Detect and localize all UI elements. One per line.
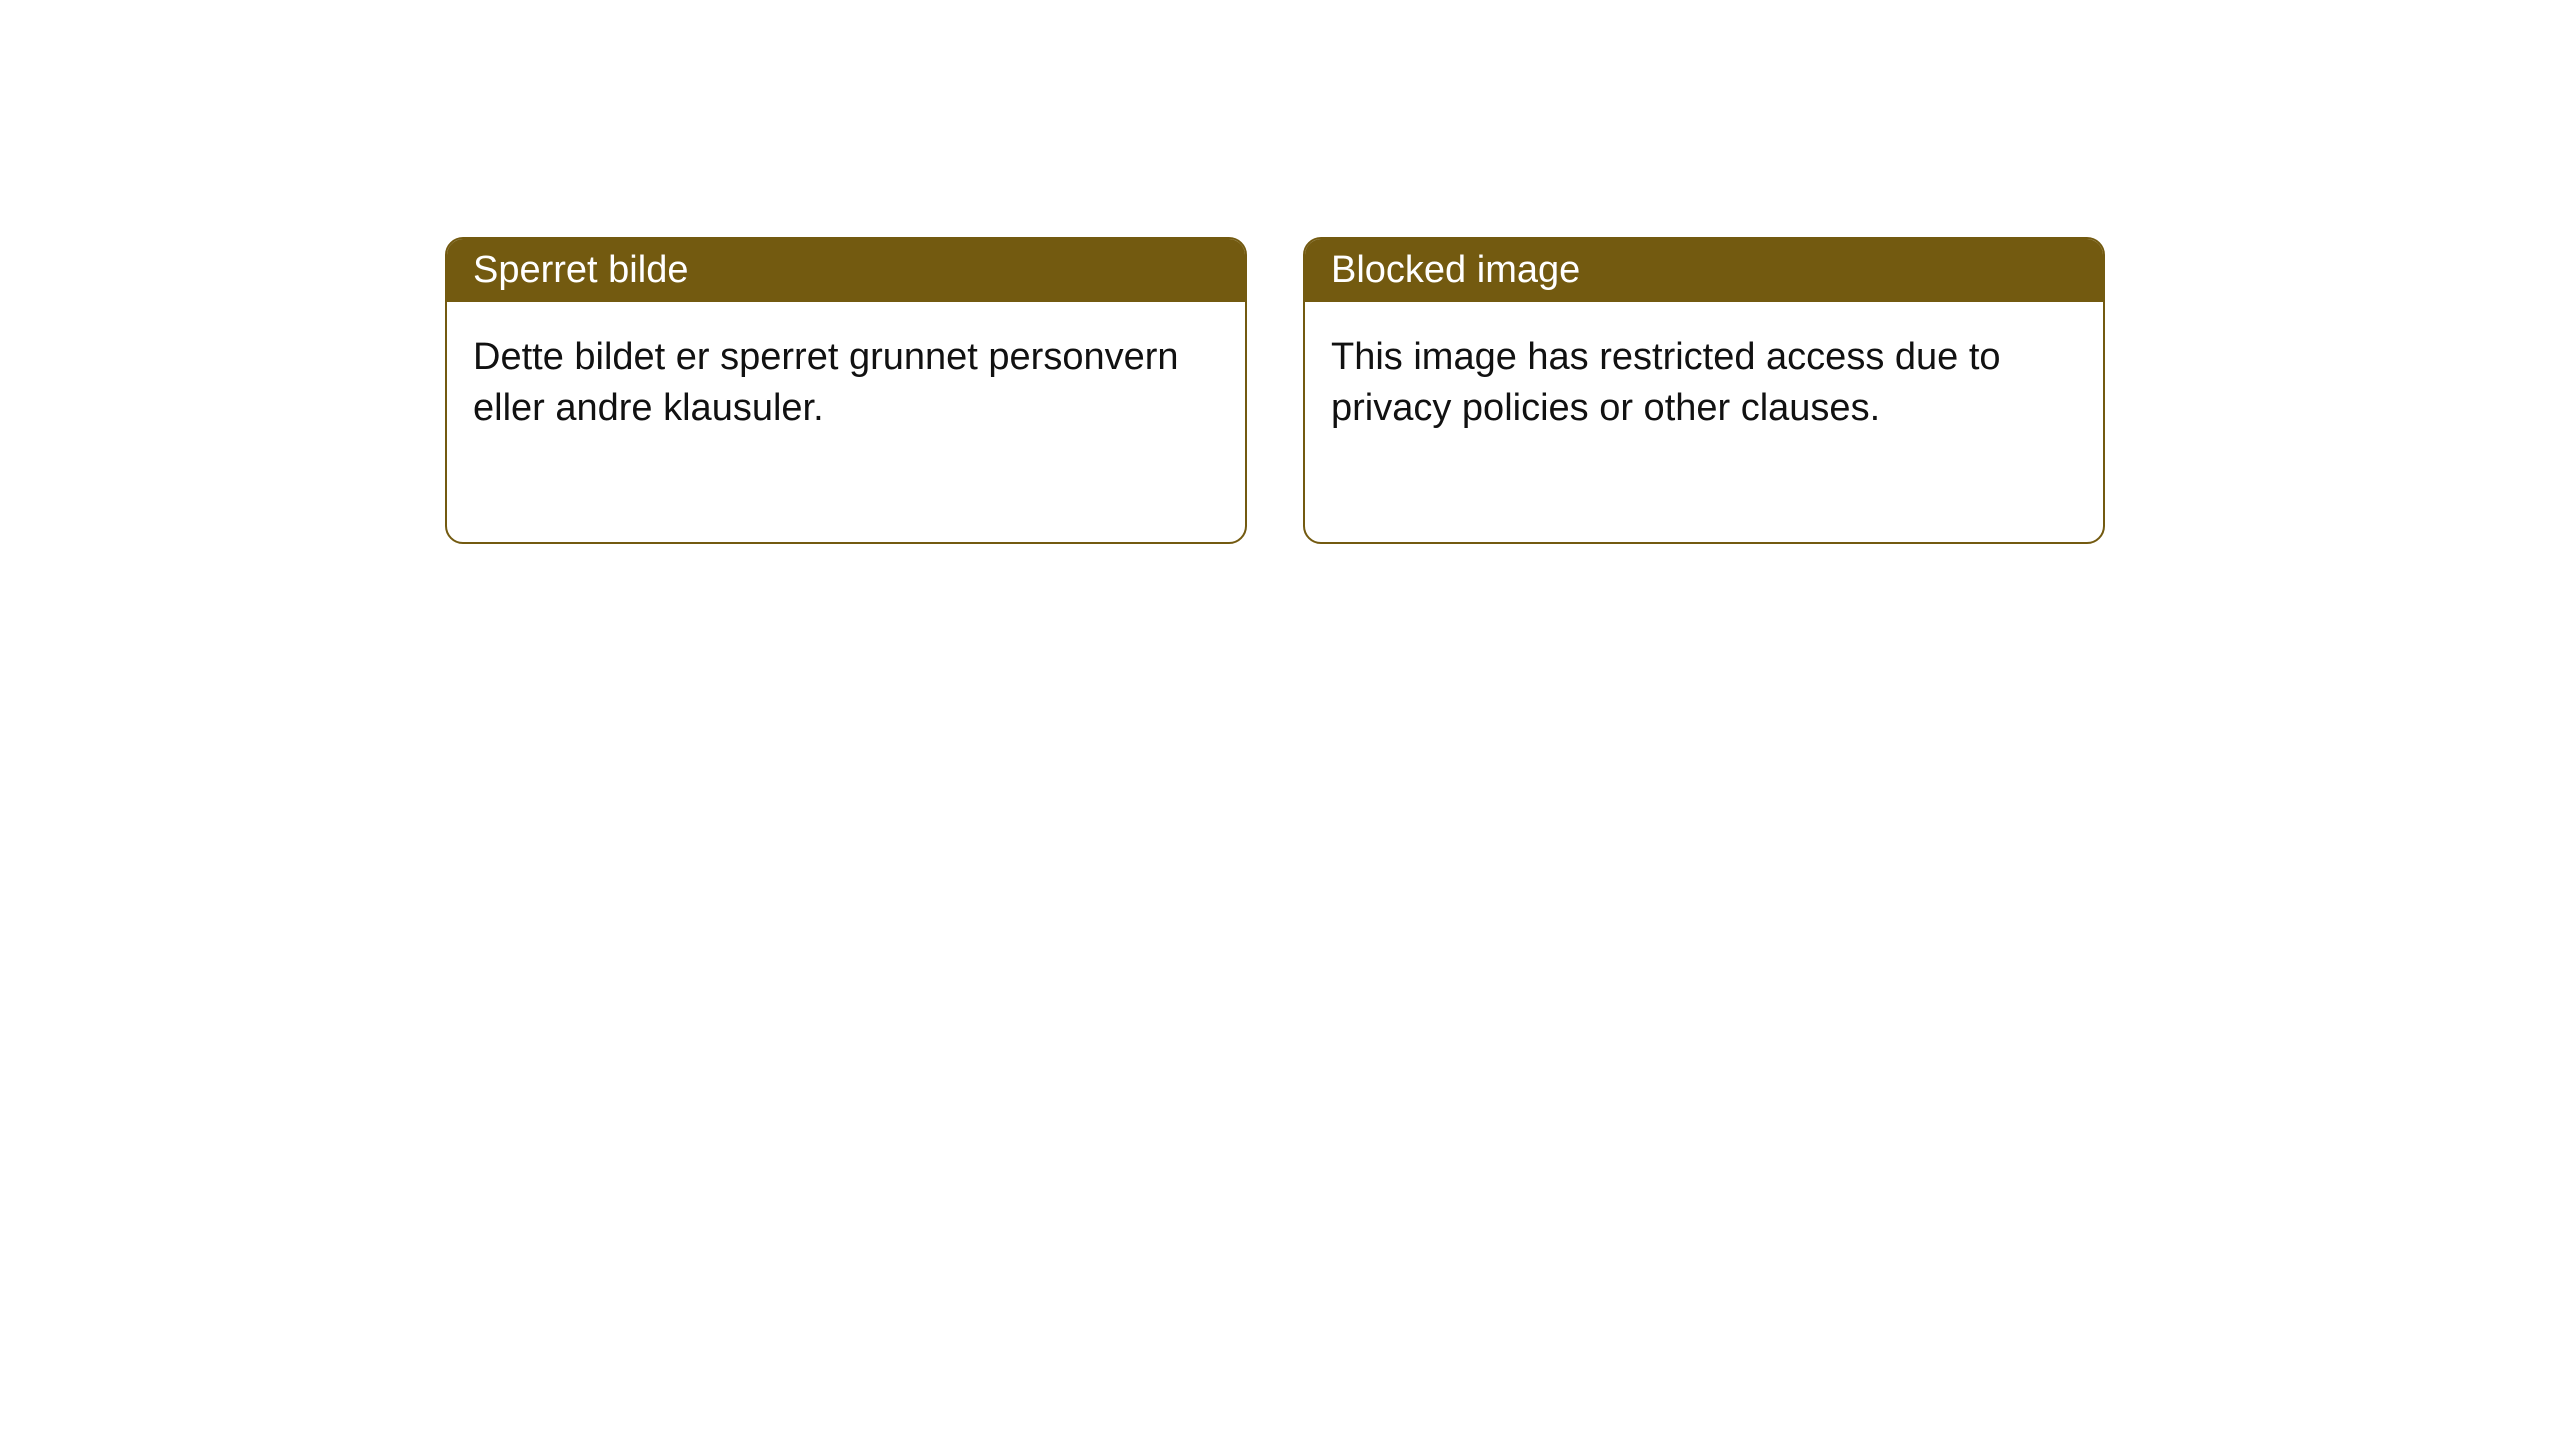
notice-body: Dette bildet er sperret grunnet personve…	[447, 302, 1245, 542]
notice-header: Sperret bilde	[447, 239, 1245, 302]
notice-header: Blocked image	[1305, 239, 2103, 302]
notice-card-english: Blocked image This image has restricted …	[1303, 237, 2105, 544]
notice-body: This image has restricted access due to …	[1305, 302, 2103, 542]
notice-title: Blocked image	[1331, 249, 1580, 291]
notice-title: Sperret bilde	[473, 249, 688, 291]
notice-message: Dette bildet er sperret grunnet personve…	[473, 336, 1179, 429]
notice-container: Sperret bilde Dette bildet er sperret gr…	[445, 237, 2105, 544]
notice-message: This image has restricted access due to …	[1331, 336, 2001, 429]
notice-card-norwegian: Sperret bilde Dette bildet er sperret gr…	[445, 237, 1247, 544]
